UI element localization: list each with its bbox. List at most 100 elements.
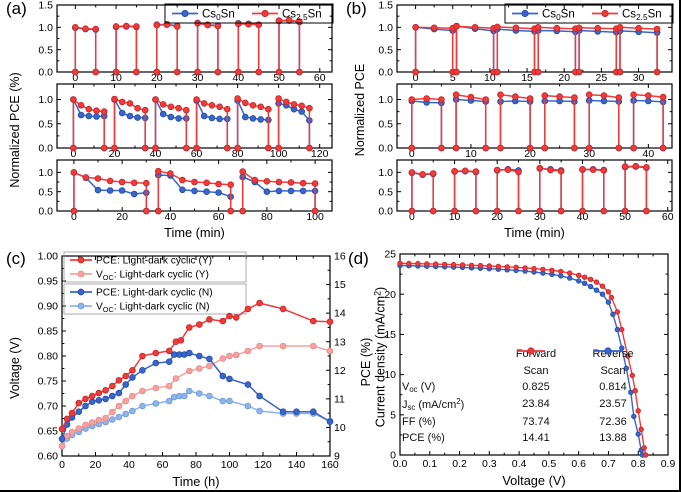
table-reverse-value-3: 13.88 <box>599 432 627 445</box>
svg-text:40: 40 <box>643 148 655 160</box>
svg-text:80: 80 <box>232 148 244 160</box>
svg-text:15: 15 <box>334 279 346 291</box>
series-cs0sn <box>494 25 538 76</box>
svg-text:1.0: 1.0 <box>38 94 53 106</box>
svg-text:20: 20 <box>109 148 121 160</box>
svg-text:Time (h): Time (h) <box>172 474 219 489</box>
table-forward-value-1: 23.84 <box>522 397 550 410</box>
series-cs0sn <box>579 166 608 215</box>
svg-text:15: 15 <box>384 329 396 341</box>
axes: 0 5 10 15 20 25 30 0.0 0.5 1.0 1.5 <box>378 0 673 84</box>
svg-text:0.5: 0.5 <box>38 118 53 130</box>
series-cs2.5sn <box>275 16 303 76</box>
panel-a-y-axis-label: Normalized PCE (%) <box>8 72 22 188</box>
series-cs2.5sn <box>408 169 437 215</box>
legend-line-red-icon <box>516 347 545 355</box>
svg-text:30: 30 <box>534 211 546 223</box>
table-reverse-value-2: 72.36 <box>599 415 627 428</box>
svg-text:0.1: 0.1 <box>422 458 437 470</box>
svg-text:40: 40 <box>150 148 162 160</box>
svg-text:80: 80 <box>261 211 273 223</box>
svg-text:0.65: 0.65 <box>38 426 59 438</box>
svg-text:40: 40 <box>123 459 135 471</box>
svg-text:60: 60 <box>191 148 203 160</box>
svg-text:100: 100 <box>221 459 239 471</box>
panel-a-chart: 0 10 20 30 40 50 60 0.0 0.5 1.0 1.5 0 20 40 60 80 100 120… <box>38 0 334 240</box>
series-cs0sn <box>616 27 661 76</box>
svg-text:5: 5 <box>450 72 456 84</box>
series-cs0sn <box>155 171 235 215</box>
svg-text:1.5: 1.5 <box>38 0 53 12</box>
panel-a-label: (a) <box>6 0 27 18</box>
series-cs0sn <box>451 167 480 215</box>
svg-text:0.7: 0.7 <box>601 458 616 470</box>
svg-text:PCE: Light-dark cyclic (N): PCE: Light-dark cyclic (N) <box>96 287 213 298</box>
series-cs2.5sn <box>408 95 445 152</box>
table-forward-value-3: 14.41 <box>522 432 550 445</box>
series-cs0sn <box>585 97 623 152</box>
svg-text:30: 30 <box>633 72 645 84</box>
series-forward-scan <box>397 260 649 458</box>
panel-d-parameters-table: Forward Scan Reverse Scan Voc (V) 0.825 0.814 J… <box>402 346 651 447</box>
svg-text:0.75: 0.75 <box>38 376 59 388</box>
svg-text:15: 15 <box>521 72 533 84</box>
svg-text:0.80: 0.80 <box>38 351 59 363</box>
legend-line-blue-icon <box>593 347 622 355</box>
svg-text:0.0: 0.0 <box>378 143 393 155</box>
svg-text:0.4: 0.4 <box>512 458 527 470</box>
svg-text:20: 20 <box>116 211 128 223</box>
svg-text:25: 25 <box>596 72 608 84</box>
svg-text:30: 30 <box>583 148 595 160</box>
svg-text:40: 40 <box>232 72 244 84</box>
series-cs0sn <box>112 23 140 76</box>
series-cs2.5sn <box>112 22 140 76</box>
series-cs2.5sn <box>155 167 235 215</box>
svg-text:1.0: 1.0 <box>378 22 393 34</box>
svg-text:1.0: 1.0 <box>38 167 53 179</box>
svg-text:10: 10 <box>334 422 346 434</box>
svg-text:0: 0 <box>409 148 415 160</box>
series-cs0sn <box>275 17 303 76</box>
axes: 0 10 20 30 40 50 60 0.0 0.5 1.0 <box>378 159 674 223</box>
svg-text:0.5: 0.5 <box>378 118 393 130</box>
svg-text:0: 0 <box>59 459 65 471</box>
svg-text:VOC: Light-dark cyclic (Y): VOC: Light-dark cyclic (Y) <box>96 269 209 282</box>
svg-text:10: 10 <box>484 72 496 84</box>
svg-text:0.70: 0.70 <box>38 401 59 413</box>
svg-text:60: 60 <box>314 72 326 84</box>
svg-text:5: 5 <box>390 409 396 421</box>
svg-text:20: 20 <box>524 148 536 160</box>
series-cs2.5sn <box>616 23 661 76</box>
svg-text:20: 20 <box>151 72 163 84</box>
svg-text:VOC: Light-dark cyclic (N): VOC: Light-dark cyclic (N) <box>96 301 209 314</box>
svg-text:Cs0Sn: Cs0Sn <box>202 8 235 22</box>
series-cs0sn <box>452 96 490 152</box>
table-header-reverse: Reverse Scan <box>592 347 634 377</box>
svg-text:0.0: 0.0 <box>38 67 53 79</box>
svg-text:13: 13 <box>334 336 346 348</box>
axes: 0 20 40 60 80 100 120 140 160 0.60 0.65 0.70 0.75 0.8… <box>38 251 346 471</box>
series-cs2.5sn <box>534 23 579 76</box>
series-cs0sn <box>412 23 456 76</box>
svg-text:100: 100 <box>270 148 288 160</box>
panel-b-label: (b) <box>346 0 367 18</box>
series-cs2.5sn <box>152 96 190 152</box>
table-row-label-2: FF (%) <box>402 415 436 428</box>
svg-text:50: 50 <box>273 72 285 84</box>
svg-text:20: 20 <box>90 459 102 471</box>
svg-text:100: 100 <box>306 211 324 223</box>
series-cs2.5sn <box>585 91 623 152</box>
svg-text:1.0: 1.0 <box>378 94 393 106</box>
svg-text:60: 60 <box>213 211 225 223</box>
svg-text:20: 20 <box>558 72 570 84</box>
svg-text:0.95: 0.95 <box>38 276 59 288</box>
svg-text:0.5: 0.5 <box>38 186 53 198</box>
svg-text:0: 0 <box>70 148 76 160</box>
svg-text:0.0: 0.0 <box>38 143 53 155</box>
series-cs2.5sn <box>275 95 313 152</box>
axes: 0 20 40 60 80 100 0.0 0.5 1.0 <box>38 159 333 223</box>
svg-text:12: 12 <box>334 365 346 377</box>
svg-text:1.00: 1.00 <box>38 251 59 263</box>
series-cs2.5sn <box>451 167 480 215</box>
